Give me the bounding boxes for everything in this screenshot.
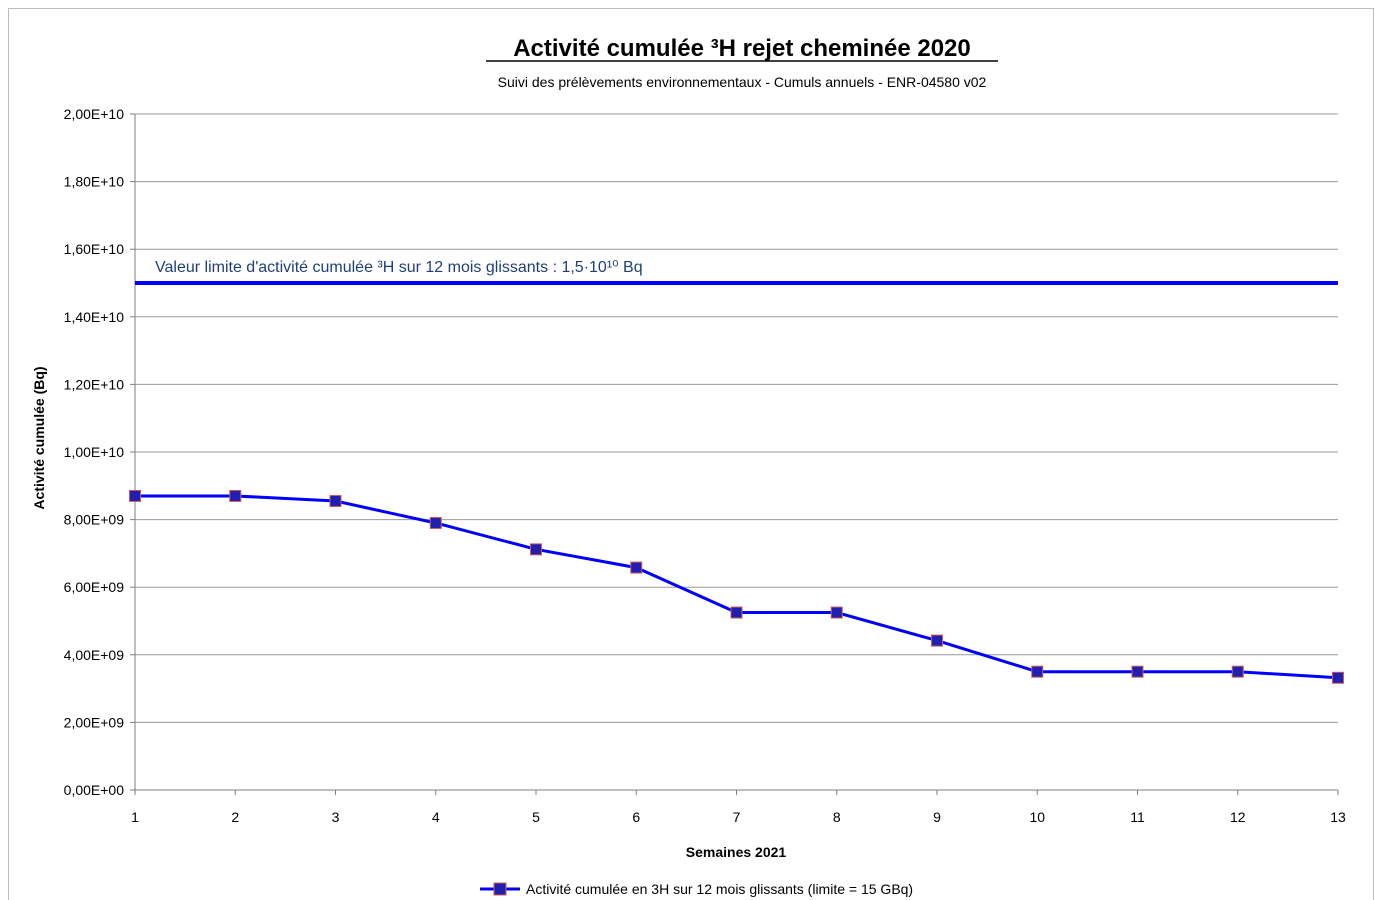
x-tick-label: 9 bbox=[933, 809, 941, 825]
x-tick-label: 5 bbox=[532, 809, 540, 825]
series-markers bbox=[129, 489, 1344, 684]
data-point bbox=[830, 606, 843, 619]
data-point bbox=[329, 495, 342, 508]
legend-label: Activité cumulée en 3H sur 12 mois gliss… bbox=[526, 881, 913, 897]
y-axis-title: Activité cumulée (Bq) bbox=[31, 366, 47, 509]
y-tick-label: 4,00E+09 bbox=[64, 647, 125, 663]
legend-marker-swatch bbox=[493, 882, 507, 896]
data-point bbox=[730, 606, 743, 619]
y-tick-label: 1,20E+10 bbox=[64, 376, 125, 392]
data-point bbox=[129, 489, 141, 502]
y-tick-label: 1,40E+10 bbox=[64, 309, 125, 325]
x-axis-ticks: 1 2 3 4 5 6 7 8 9 10 11 12 13 bbox=[131, 790, 1346, 825]
y-tick-label: 1,80E+10 bbox=[64, 174, 125, 190]
y-tick-label: 2,00E+10 bbox=[64, 106, 125, 122]
grid bbox=[134, 113, 1338, 791]
y-tick-label: 1,60E+10 bbox=[64, 241, 125, 257]
x-tick-label: 4 bbox=[432, 809, 440, 825]
data-point bbox=[931, 634, 943, 647]
data-point bbox=[1231, 665, 1244, 678]
x-tick-label: 3 bbox=[332, 809, 340, 825]
data-point bbox=[1131, 665, 1144, 678]
y-tick-label: 6,00E+09 bbox=[64, 579, 125, 595]
legend: Activité cumulée en 3H sur 12 mois gliss… bbox=[480, 881, 913, 897]
y-tick-label: 2,00E+09 bbox=[64, 714, 125, 730]
x-tick-label: 12 bbox=[1230, 809, 1246, 825]
y-tick-label: 0,00E+00 bbox=[64, 782, 125, 798]
data-point bbox=[630, 561, 643, 574]
data-point bbox=[429, 516, 442, 529]
data-point bbox=[1332, 671, 1344, 684]
chart-title: Activité cumulée ³H rejet cheminée 2020 bbox=[513, 35, 971, 62]
x-tick-label: 6 bbox=[632, 809, 640, 825]
x-tick-label: 8 bbox=[833, 809, 841, 825]
y-tick-label: 8,00E+09 bbox=[64, 512, 125, 528]
x-tick-label: 11 bbox=[1130, 809, 1145, 825]
x-tick-label: 10 bbox=[1029, 809, 1045, 825]
x-tick-label: 1 bbox=[131, 809, 139, 825]
x-tick-label: 13 bbox=[1330, 809, 1346, 825]
x-axis-title: Semaines 2021 bbox=[686, 844, 787, 860]
data-point bbox=[229, 489, 242, 502]
y-axis-ticks: 0,00E+00 2,00E+09 4,00E+09 6,00E+09 8,00E+09… bbox=[64, 106, 135, 798]
x-tick-label: 7 bbox=[733, 809, 741, 825]
chart-subtitle: Suivi des prélèvements environnementaux … bbox=[498, 74, 987, 90]
y-tick-label: 1,00E+10 bbox=[64, 444, 125, 460]
data-point bbox=[1031, 665, 1044, 678]
chart-frame bbox=[8, 8, 1374, 900]
limit-label: Valeur limite d'activité cumulée ³H sur … bbox=[155, 259, 643, 276]
x-tick-label: 2 bbox=[231, 809, 239, 825]
data-point bbox=[530, 543, 542, 556]
